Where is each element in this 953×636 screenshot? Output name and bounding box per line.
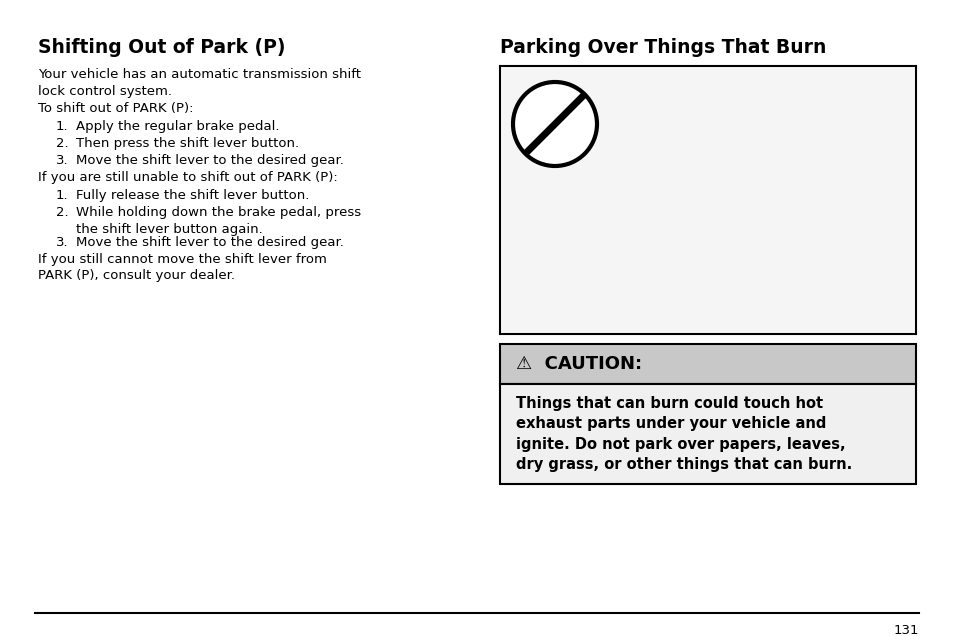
Text: Move the shift lever to the desired gear.: Move the shift lever to the desired gear…	[76, 154, 343, 167]
Text: 2.: 2.	[56, 206, 69, 219]
Text: If you are still unable to shift out of PARK (P):: If you are still unable to shift out of …	[38, 171, 337, 184]
Text: To shift out of PARK (P):: To shift out of PARK (P):	[38, 102, 193, 115]
Text: 1.: 1.	[56, 120, 69, 133]
Text: Parking Over Things That Burn: Parking Over Things That Burn	[499, 38, 825, 57]
Bar	[499, 66, 915, 334]
Text: If you still cannot move the shift lever from
PARK (P), consult your dealer.: If you still cannot move the shift lever…	[38, 253, 327, 282]
Text: 131: 131	[893, 624, 918, 636]
Bar	[499, 344, 915, 384]
Text: 3.: 3.	[56, 154, 69, 167]
Bar	[499, 384, 915, 484]
Text: 2.: 2.	[56, 137, 69, 150]
Text: 3.: 3.	[56, 236, 69, 249]
Text: Then press the shift lever button.: Then press the shift lever button.	[76, 137, 299, 150]
Text: 1.: 1.	[56, 189, 69, 202]
Text: Your vehicle has an automatic transmission shift
lock control system.: Your vehicle has an automatic transmissi…	[38, 68, 360, 97]
Text: Things that can burn could touch hot
exhaust parts under your vehicle and
ignite: Things that can burn could touch hot exh…	[516, 396, 851, 472]
Text: Shifting Out of Park (P): Shifting Out of Park (P)	[38, 38, 285, 57]
Text: ⚠  CAUTION:: ⚠ CAUTION:	[516, 355, 641, 373]
Text: Move the shift lever to the desired gear.: Move the shift lever to the desired gear…	[76, 236, 343, 249]
Text: While holding down the brake pedal, press
the shift lever button again.: While holding down the brake pedal, pres…	[76, 206, 361, 235]
Bar	[500, 67, 914, 333]
Circle shape	[513, 82, 597, 166]
Text: Apply the regular brake pedal.: Apply the regular brake pedal.	[76, 120, 279, 133]
Text: Fully release the shift lever button.: Fully release the shift lever button.	[76, 189, 309, 202]
